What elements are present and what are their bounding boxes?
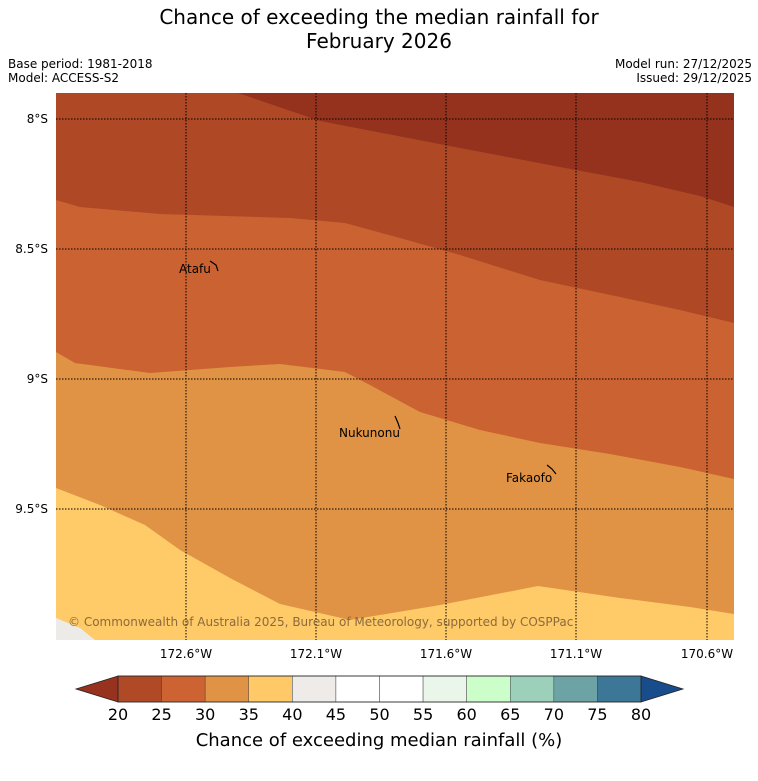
colorbar-title: Chance of exceeding median rainfall (%) (195, 730, 563, 751)
colorbar-under-arrow (74, 675, 119, 703)
model-text: Model: ACCESS-S2 (8, 71, 120, 85)
map-title: Chance of exceeding the median rainfall … (0, 5, 758, 53)
colorbar-over-arrow (640, 675, 685, 703)
colorbar-cell (597, 675, 642, 703)
map-area: Atafu Nukunonu Fakaofo © Commonwealth of… (56, 93, 734, 640)
lat-label-9: 9°S (26, 372, 48, 386)
meta-right: Model run: 27/12/2025 Issued: 29/12/2025 (615, 57, 752, 85)
colorbar-cell (335, 675, 380, 703)
colorbar-tick-label: 20 (107, 705, 129, 724)
colorbar-tick-label: 25 (151, 705, 172, 724)
map-title-line2: February 2026 (306, 29, 452, 53)
colorbar-cell (292, 675, 337, 703)
colorbar-tick-label: 80 (630, 705, 652, 724)
colorbar-tick-label: 65 (500, 705, 521, 724)
lon-label-172-6: 172.6°W (159, 647, 213, 661)
issued-text: Issued: 29/12/2025 (636, 71, 752, 85)
colorbar-outline (117, 675, 642, 703)
colorbar-tick-label: 35 (238, 705, 259, 724)
colorbar-tick-label: 45 (325, 705, 347, 724)
nukunonu-coastline (394, 415, 401, 430)
colorbar-cell (248, 675, 293, 703)
lon-label-171-1: 171.1°W (549, 647, 603, 661)
colorbar-tick-label: 75 (587, 705, 608, 724)
lon-label-170-6: 170.6°W (680, 647, 734, 661)
colorbar-cell (510, 675, 555, 703)
colorbar-tick-label: 60 (456, 705, 477, 724)
lat-label-8: 8°S (26, 112, 48, 126)
colorbar-cell (379, 675, 424, 703)
colorbar-cell (117, 675, 162, 703)
copyright-text: © Commonwealth of Australia 2025, Bureau… (68, 615, 573, 629)
colorbar-tick-label: 40 (282, 705, 303, 724)
colorbar-cell (553, 675, 598, 703)
colorbar-cell (466, 675, 511, 703)
colorbar-cell (161, 675, 206, 703)
model-run-text: Model run: 27/12/2025 (614, 57, 752, 71)
atolls (209, 260, 557, 475)
fakaofo-coastline (546, 464, 557, 475)
nukunonu-label: Nukunonu (339, 426, 400, 440)
atafu-label: Atafu (179, 262, 211, 276)
lat-label-9-5: 9.5°S (15, 502, 48, 516)
lon-label-172-1: 172.1°W (289, 647, 343, 661)
fakaofo-label: Fakaofo (506, 471, 552, 485)
lon-label-171-6: 171.6°W (419, 647, 473, 661)
colorbar-cell (204, 675, 250, 703)
band-below-20 (238, 93, 734, 207)
lat-label-8-5: 8.5°S (15, 242, 48, 256)
gridlines (56, 93, 734, 640)
colorbar-tick-label: 30 (194, 705, 216, 724)
colorbar-tick-label: 50 (369, 705, 390, 724)
colorbar-cell (422, 675, 467, 703)
colorbar-tick-label: 70 (543, 705, 564, 724)
colorbar-tick-label: 55 (412, 705, 434, 724)
base-period-text: Base period: 1981-2018 (8, 57, 153, 71)
meta-left: Base period: 1981-2018 Model: ACCESS-S2 (8, 57, 153, 85)
colorbar (74, 675, 685, 703)
map-title-line1: Chance of exceeding the median rainfall … (159, 5, 599, 29)
colorbar-cells (117, 675, 642, 703)
atafu-coastline (209, 260, 219, 272)
